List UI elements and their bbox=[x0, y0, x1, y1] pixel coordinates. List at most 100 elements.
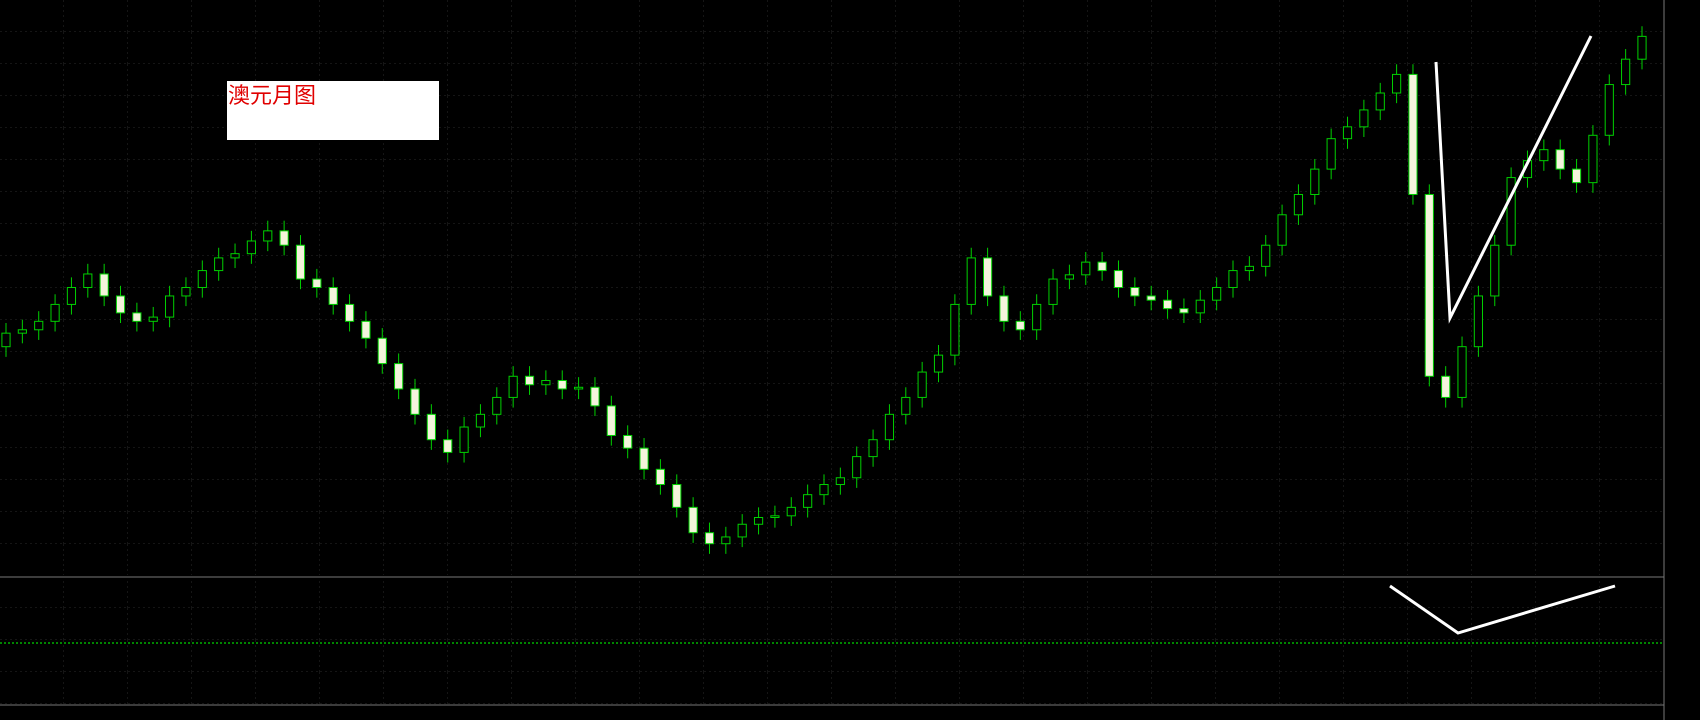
candle-body bbox=[214, 257, 224, 272]
candle-body bbox=[426, 413, 436, 441]
candles bbox=[1, 26, 1647, 554]
candle-body bbox=[753, 517, 764, 525]
candle-body bbox=[181, 287, 191, 297]
candle-body bbox=[1424, 193, 1434, 377]
candle-body bbox=[1375, 92, 1385, 111]
candle-body bbox=[1228, 270, 1238, 288]
candle-body bbox=[655, 468, 665, 486]
candle-body bbox=[933, 354, 944, 373]
candle-body bbox=[165, 295, 175, 318]
candle-body bbox=[1113, 270, 1124, 288]
candle-body bbox=[737, 523, 747, 538]
annotation: 澳元月图 bbox=[228, 84, 316, 109]
candle-body bbox=[917, 371, 927, 398]
candle-body bbox=[704, 532, 715, 545]
candle-body bbox=[1506, 177, 1516, 246]
candle-body bbox=[1048, 278, 1058, 305]
candle-body bbox=[721, 536, 731, 545]
candle-body bbox=[246, 240, 256, 255]
annotation-box bbox=[227, 81, 439, 140]
candle-body bbox=[1081, 261, 1091, 276]
candle-body bbox=[459, 426, 469, 453]
candle-body bbox=[1097, 261, 1107, 272]
candle-body bbox=[1342, 126, 1353, 140]
indicator-panel bbox=[0, 580, 1664, 704]
candle-body bbox=[868, 439, 878, 458]
candle-body bbox=[1571, 168, 1582, 184]
candle-body bbox=[1637, 35, 1647, 60]
candle-body bbox=[1457, 346, 1467, 398]
candle-body bbox=[295, 244, 306, 280]
candle-body bbox=[574, 386, 584, 390]
candle-body bbox=[50, 303, 60, 322]
candle-body bbox=[623, 434, 633, 449]
candle-body bbox=[1032, 303, 1042, 331]
candle-body bbox=[492, 396, 502, 415]
candle-body bbox=[672, 484, 682, 508]
candle-body bbox=[1441, 375, 1451, 398]
candle-body bbox=[197, 270, 207, 288]
candle-body bbox=[1326, 138, 1336, 170]
candle-body bbox=[966, 257, 976, 305]
candle-body bbox=[99, 273, 109, 297]
candle-body bbox=[312, 278, 322, 289]
candle-body bbox=[884, 413, 895, 441]
candle-body bbox=[1490, 244, 1500, 297]
candle-body bbox=[688, 506, 698, 534]
candle-body bbox=[557, 380, 567, 390]
candle-body bbox=[115, 295, 126, 314]
candle-body bbox=[950, 303, 960, 356]
candle-body bbox=[1130, 287, 1140, 297]
candle-body bbox=[17, 329, 27, 334]
candle-body bbox=[1277, 214, 1287, 246]
candle-body bbox=[410, 388, 420, 415]
candle-body bbox=[148, 316, 158, 322]
candle-body bbox=[508, 375, 518, 398]
candle-body bbox=[361, 320, 371, 339]
candle-body bbox=[394, 363, 404, 390]
candle-body bbox=[328, 287, 338, 305]
candle-body bbox=[852, 456, 862, 479]
candle-body bbox=[999, 295, 1009, 322]
candle-body bbox=[34, 320, 44, 331]
candle-body bbox=[279, 230, 289, 246]
candle-body bbox=[901, 396, 911, 415]
candle-body bbox=[1408, 73, 1418, 195]
candle-body bbox=[1195, 299, 1205, 314]
candle-body bbox=[1179, 308, 1189, 314]
candle-body bbox=[1293, 193, 1304, 216]
candle-body bbox=[1310, 168, 1320, 195]
candle-body bbox=[66, 287, 77, 305]
candle-body bbox=[1244, 265, 1254, 272]
candle-body bbox=[1588, 134, 1598, 184]
candle-body bbox=[835, 477, 845, 486]
candle-body bbox=[1, 332, 11, 348]
candle-body bbox=[377, 337, 387, 365]
candle-body bbox=[590, 386, 600, 407]
candle-body bbox=[606, 405, 616, 436]
candle-body bbox=[639, 447, 649, 470]
candle-body bbox=[1064, 274, 1074, 280]
candle-body bbox=[1212, 287, 1222, 301]
candle-body bbox=[786, 506, 796, 517]
candle-body bbox=[132, 312, 142, 322]
trend-line bbox=[1434, 35, 1593, 324]
candle-body bbox=[230, 253, 240, 259]
candle-body bbox=[443, 439, 453, 453]
candle-body bbox=[1261, 244, 1271, 267]
candle-body bbox=[1539, 149, 1549, 162]
candle-body bbox=[1146, 295, 1156, 301]
candle-body bbox=[541, 380, 551, 386]
candle-body bbox=[1621, 58, 1631, 86]
candle-body bbox=[1162, 299, 1173, 310]
candle-body bbox=[1555, 149, 1565, 170]
candle-body bbox=[803, 494, 813, 508]
candle-body bbox=[1015, 320, 1025, 331]
candle-body bbox=[1473, 295, 1483, 348]
candle-body bbox=[344, 303, 355, 322]
candle-body bbox=[1392, 73, 1402, 94]
candle-body bbox=[1604, 84, 1614, 136]
candle-body bbox=[475, 413, 486, 428]
